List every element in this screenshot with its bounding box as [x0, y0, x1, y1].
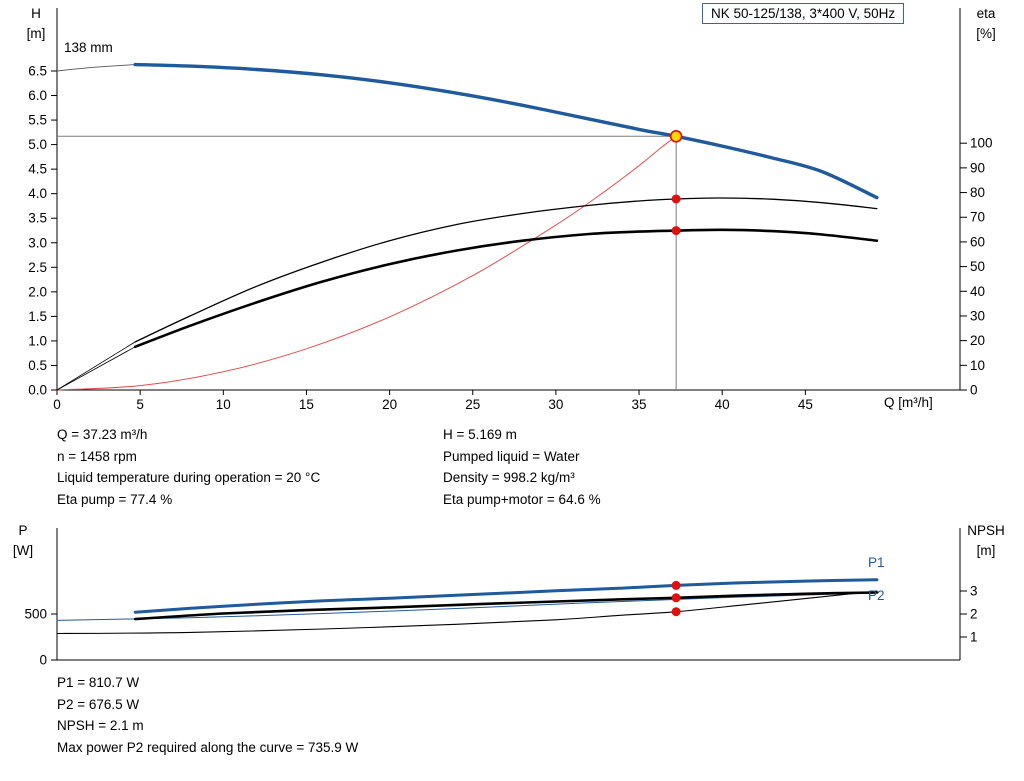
- y-left-tick-label: 4.5: [28, 162, 47, 177]
- npsh-point-marker: [671, 607, 681, 617]
- qh-eta-chart[interactable]: 0 5 10 15 20 25 30 35 40 45 0.0 0.5 1.0 1.5 2.0 2.5 3.0 3…: [0, 0, 1024, 418]
- h-axis-title: H [m]: [14, 4, 58, 44]
- p2-curve: [133, 591, 879, 621]
- y-left-tick-label: 6.5: [28, 63, 47, 78]
- head-lead-in-curve: [56, 64, 136, 72]
- p1-curve: [133, 578, 879, 614]
- y-right-tick-label: 20: [970, 333, 985, 348]
- info-max-p2: Max power P2 required along the curve = …: [57, 739, 359, 755]
- y-left-tick-label: 1.5: [28, 309, 47, 324]
- info-flow: Q = 37.23 m³/h: [57, 427, 148, 442]
- x-tick-label: 35: [632, 397, 647, 412]
- y-left-tick-label: 5.0: [28, 137, 47, 152]
- y-right-tick-label: 1: [970, 630, 978, 645]
- p2-curve-label: P2: [868, 588, 885, 603]
- x-tick-label: 15: [299, 397, 314, 412]
- eta-pump-curve: [134, 197, 878, 343]
- x-tick-label: 0: [53, 397, 61, 412]
- y-right-tick-label: 90: [970, 160, 985, 175]
- p-axis-letter: P: [18, 523, 28, 538]
- x-tick-label: 40: [715, 397, 730, 412]
- q-axis-title: Q [m³/h]: [884, 395, 933, 410]
- y-right-tick-label: 30: [970, 308, 985, 323]
- info-eta-pump-motor: Eta pump+motor = 64.6 %: [443, 491, 601, 507]
- npsh-axis-letter: NPSH: [967, 523, 1005, 538]
- y-right-tick-label: 80: [970, 185, 985, 200]
- duty-parabola-curve: [56, 135, 677, 391]
- h-axis-letter: H: [31, 6, 41, 21]
- y-left-tick-label: 2.5: [28, 260, 47, 275]
- duty-info-left: Q = 37.23 m³/h n = 1458 rpm Liquid tempe…: [57, 424, 320, 510]
- y-right-tick-label: 0: [970, 383, 978, 398]
- info-density: Density = 998.2 kg/m³: [443, 470, 575, 485]
- y-left-tick-label: 3.0: [28, 235, 47, 250]
- y-left-tick-label: 1.0: [28, 333, 47, 348]
- p2-point-marker: [671, 593, 681, 603]
- y-right-tick-label: 40: [970, 284, 985, 299]
- info-eta-pump: Eta pump = 77.4 %: [57, 491, 173, 507]
- info-speed: n = 1458 rpm: [57, 448, 137, 464]
- duty-info-right: H = 5.169 m Pumped liquid = Water Densit…: [443, 424, 601, 510]
- p1-curve-label: P1: [868, 555, 885, 570]
- eta-pump-point-marker: [671, 194, 681, 204]
- x-tick-label: 10: [216, 397, 231, 412]
- eta-pump-motor-point-marker: [671, 226, 681, 236]
- power-info: P1 = 810.7 W P2 = 676.5 W NPSH = 2.1 m M…: [57, 672, 358, 758]
- y-left-tick-label: 0: [39, 653, 47, 668]
- eta-axis-title: eta [%]: [958, 4, 1014, 44]
- eta-pump-motor-lead-in-curve: [56, 346, 136, 391]
- info-npsh: NPSH = 2.1 m: [57, 718, 144, 733]
- x-tick-label: 45: [798, 397, 813, 412]
- y-left-tick-label: 0.0: [28, 383, 47, 398]
- y-left-tick-label: 500: [24, 607, 47, 622]
- y-right-tick-label: 60: [970, 234, 985, 249]
- y-right-tick-label: 50: [970, 259, 985, 274]
- y-left-tick-label: 0.5: [28, 358, 47, 373]
- npsh-axis-title: NPSH [m]: [954, 521, 1018, 561]
- info-pumped-liquid: Pumped liquid = Water: [443, 448, 580, 464]
- y-left-tick-label: 2.0: [28, 284, 47, 299]
- eta-axis-letter: eta: [976, 6, 996, 21]
- info-liquid-temp: Liquid temperature during operation = 20…: [57, 470, 321, 485]
- pump-model-box: NK 50-125/138, 3*400 V, 50Hz: [702, 3, 905, 24]
- y-right-tick-label: 70: [970, 210, 985, 225]
- x-tick-label: 20: [382, 397, 397, 412]
- p-axis-unit: [W]: [12, 543, 34, 558]
- eta-axis-unit: [%]: [976, 26, 996, 41]
- y-right-tick-label: 2: [970, 607, 978, 622]
- y-right-tick-label: 10: [970, 358, 985, 373]
- x-tick-label: 25: [465, 397, 480, 412]
- p1-point-marker: [671, 580, 681, 590]
- head-138mm-curve: [133, 62, 879, 200]
- y-right-tick-label: 3: [970, 584, 978, 599]
- npsh-curve: [56, 590, 878, 635]
- eta-pump-motor-curve: [133, 228, 879, 349]
- p-axis-title: P [W]: [0, 521, 46, 561]
- x-tick-label: 30: [548, 397, 563, 412]
- eta-pump-lead-in-curve: [56, 341, 136, 391]
- y-left-tick-label: 6.0: [28, 88, 47, 103]
- y-left-tick-label: 4.0: [28, 186, 47, 201]
- y-left-tick-label: 5.5: [28, 113, 47, 128]
- npsh-axis-unit: [m]: [976, 543, 996, 558]
- duty-point-marker[interactable]: [669, 129, 683, 143]
- power-npsh-chart[interactable]: 0 500 1 2 3: [0, 520, 1024, 670]
- y-left-tick-label: 3.5: [28, 211, 47, 226]
- info-p2: P2 = 676.5 W: [57, 696, 140, 712]
- info-head: H = 5.169 m: [443, 427, 517, 442]
- info-p1: P1 = 810.7 W: [57, 675, 140, 690]
- y-right-tick-label: 100: [970, 136, 993, 151]
- impeller-diameter-label: 138 mm: [64, 40, 113, 55]
- x-tick-label: 5: [136, 397, 144, 412]
- h-axis-unit: [m]: [26, 26, 46, 41]
